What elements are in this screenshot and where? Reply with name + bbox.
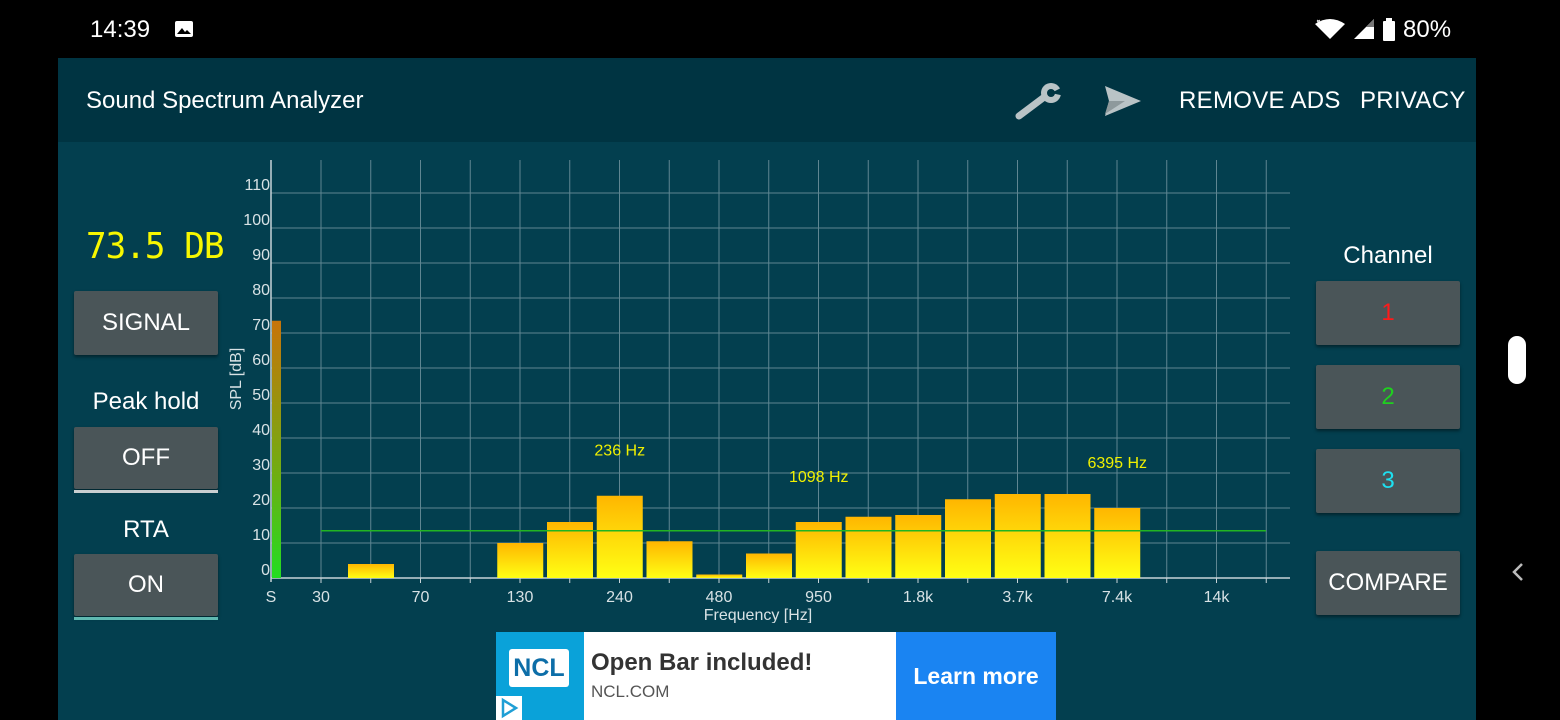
y-tick-label: 80: [252, 282, 270, 299]
y-axis-title: SPL [dB]: [228, 348, 245, 411]
x-tick-label: 480: [706, 589, 733, 606]
channel-1-button[interactable]: 1: [1316, 281, 1460, 345]
ad-choices-icon[interactable]: [496, 696, 522, 720]
peak-hold-indicator: [74, 490, 218, 493]
ad-headline: Open Bar included!: [591, 649, 813, 676]
image-icon: [175, 21, 193, 37]
x-tick-label: 240: [606, 589, 633, 606]
spectrum-bar: [945, 499, 991, 578]
channel-3-button[interactable]: 3: [1316, 449, 1460, 513]
signal-level-bar: [272, 320, 281, 578]
channel-2-label: 2: [1381, 383, 1395, 410]
channel-label: Channel: [1343, 242, 1433, 269]
x-axis-title: Frequency [Hz]: [704, 607, 812, 623]
x-tick-label: 950: [805, 589, 832, 606]
rta-toggle-label: ON: [128, 571, 164, 598]
y-tick-label: 70: [252, 317, 270, 334]
spectrum-bar: [348, 564, 394, 578]
channel-2-button[interactable]: 2: [1316, 365, 1460, 429]
peak-hold-toggle[interactable]: OFF: [74, 427, 218, 493]
rta-toggle[interactable]: ON: [74, 554, 218, 620]
status-time: 14:39: [90, 16, 151, 43]
send-icon[interactable]: [1103, 84, 1143, 118]
compare-button-label: COMPARE: [1328, 569, 1448, 596]
chevron-left-icon[interactable]: [1508, 560, 1528, 584]
x-tick-label: 14k: [1204, 589, 1231, 606]
signal-button-label: SIGNAL: [101, 309, 191, 336]
peak-hold-toggle-label: OFF: [122, 444, 170, 471]
y-tick-label: 50: [252, 387, 270, 404]
y-tick-label: 60: [252, 352, 270, 369]
battery-icon: [1383, 18, 1395, 41]
spectrum-chart: 0 10 20 30 40 50 60 70 80 90 100 110 236 Hz 1098 Hz 63…: [228, 160, 1290, 623]
remove-ads-link[interactable]: REMOVE ADS: [1179, 87, 1341, 114]
ad-logo-text: NCL: [509, 649, 569, 687]
y-tick-label: 110: [244, 177, 270, 194]
x-tick-label: S: [266, 589, 277, 606]
app-title: Sound Spectrum Analyzer: [86, 87, 364, 114]
wrench-icon[interactable]: [1013, 82, 1067, 122]
signal-button[interactable]: SIGNAL: [74, 291, 218, 355]
spectrum-bar: [696, 574, 743, 578]
ad-banner[interactable]: NCL Open Bar included! NCL.COM Learn mor…: [496, 632, 1056, 720]
peak-hold-label: Peak hold: [92, 388, 200, 415]
x-tick-label: 3.7k: [1002, 589, 1033, 606]
spectrum-bar: [994, 494, 1041, 578]
rta-indicator: [74, 617, 218, 620]
spectrum-bar: [746, 553, 792, 578]
x-tick-label: 30: [312, 589, 330, 606]
channel-3-label: 3: [1381, 467, 1395, 494]
status-bar: 14:39 80%: [0, 0, 1560, 58]
spectrum-bar: [845, 516, 892, 578]
x-tick-label: 1.8k: [903, 589, 934, 606]
toolbar: Sound Spectrum Analyzer REMOVE ADS PRIVA…: [58, 58, 1476, 142]
spectrum-bar: [646, 541, 693, 578]
app-window: Sound Spectrum Analyzer REMOVE ADS PRIVA…: [58, 58, 1476, 720]
y-tick-label: 30: [252, 457, 270, 474]
ad-learn-more-button[interactable]: Learn more: [896, 632, 1056, 720]
signal-icon: [1354, 19, 1374, 39]
spectrum-bar: [596, 495, 643, 578]
y-tick-label: 10: [252, 527, 270, 544]
y-tick-label: 20: [252, 492, 270, 509]
battery-percent: 80%: [1403, 16, 1452, 43]
peak-label: 1098 Hz: [789, 469, 849, 486]
x-tick-label: 130: [507, 589, 534, 606]
spectrum-bar: [1044, 494, 1091, 578]
ad-url: NCL.COM: [591, 682, 670, 701]
y-tick-label: 40: [252, 422, 270, 439]
x-tick-label: 7.4k: [1102, 589, 1133, 606]
y-tick-label: 100: [243, 212, 270, 229]
spectrum-bar: [895, 515, 942, 578]
y-tick-label: 0: [261, 562, 270, 579]
spectrum-bar: [497, 543, 544, 578]
scroll-handle[interactable]: [1508, 336, 1526, 384]
wifi-icon: [1315, 19, 1345, 39]
x-tick-label: 70: [412, 589, 430, 606]
privacy-link[interactable]: PRIVACY: [1360, 87, 1466, 114]
channel-1-label: 1: [1381, 299, 1395, 326]
y-tick-label: 90: [252, 247, 270, 264]
ad-logo[interactable]: NCL: [496, 632, 584, 720]
rta-label: RTA: [123, 516, 169, 543]
compare-button[interactable]: COMPARE: [1316, 551, 1460, 615]
db-readout: 73.5 DB: [86, 226, 224, 267]
peak-label: 6395 Hz: [1087, 455, 1147, 472]
spectrum-bar: [1094, 508, 1141, 578]
peak-label: 236 Hz: [594, 443, 645, 460]
